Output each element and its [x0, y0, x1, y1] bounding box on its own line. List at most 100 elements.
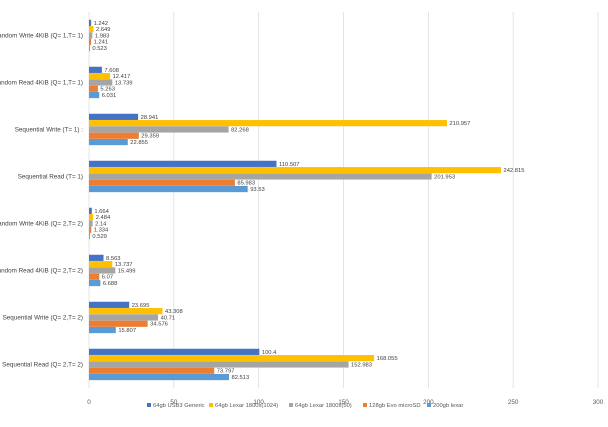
bar — [89, 308, 163, 315]
category-label: Sequential Read (Q= 2,T= 2) — [2, 362, 83, 369]
category-labels: Random Write 4KiB (Q= 1,T= 1) Random Read… — [0, 33, 83, 369]
x-axis-tick-labels: 0 50 100 150 200 250 300 — [87, 399, 604, 406]
data-label: 1.242 — [94, 21, 109, 27]
bar — [89, 367, 215, 374]
data-label: 13.739 — [115, 80, 133, 86]
bar — [89, 19, 92, 26]
data-label: 2.484 — [96, 215, 111, 221]
x-tick-label: 250 — [508, 399, 519, 406]
data-label: 0.529 — [92, 234, 107, 240]
legend-label: 128gb Evo microSD — [369, 403, 421, 409]
bar — [89, 261, 113, 268]
bar — [89, 267, 116, 274]
bar — [89, 373, 229, 381]
bar — [89, 326, 116, 334]
data-label: 82.268 — [231, 127, 249, 133]
x-tick-label: 150 — [338, 399, 349, 406]
data-label: 40.71 — [161, 315, 176, 321]
data-label: 15.807 — [118, 328, 136, 334]
bars: 1.2422.6491.9831.2410.5237.60812.41713.7… — [89, 19, 524, 381]
data-label: 1.241 — [94, 40, 109, 46]
bar — [89, 232, 90, 240]
data-label: 0.523 — [92, 46, 107, 52]
category-label: Random Write 4KiB (Q= 2,T= 2) — [0, 221, 83, 228]
bar — [89, 160, 277, 167]
legend-swatch — [427, 403, 431, 407]
bar — [89, 167, 501, 174]
legend-label: 64gb Lexar 1800x(50) — [295, 403, 352, 409]
data-label: 85.983 — [237, 181, 255, 187]
data-label: 73.797 — [217, 369, 235, 375]
data-label: 168.055 — [377, 356, 398, 362]
bar — [89, 38, 92, 45]
data-label: 110.507 — [279, 162, 300, 168]
bar — [89, 279, 101, 287]
bar — [89, 273, 100, 280]
data-label: 12.417 — [113, 74, 131, 80]
data-label: 1.664 — [94, 209, 109, 215]
category-label: Random Read 4KiB (Q= 2,T= 2) — [0, 268, 83, 275]
bar — [89, 26, 94, 33]
gridlines — [88, 12, 599, 388]
data-label: 29.359 — [141, 134, 159, 140]
category-label: Sequential Write (Q= 2,T= 2) — [3, 315, 83, 322]
category-label: Random Read 4KiB (Q= 1,T= 1) — [0, 80, 83, 87]
category-label: Sequential Read (T= 1) — [18, 174, 83, 181]
legend-swatch — [363, 403, 367, 407]
x-tick-label: 100 — [253, 399, 264, 406]
data-label: 43.308 — [165, 309, 183, 315]
bar — [89, 254, 104, 261]
legend-label: 64gb USB3 Generic — [153, 403, 205, 409]
data-label: 210.957 — [449, 121, 470, 127]
data-label: 22.855 — [130, 140, 148, 146]
data-label: 100.4 — [262, 350, 277, 356]
legend-swatch — [147, 403, 151, 407]
bar — [89, 348, 260, 355]
category-label: Random Write 4KiB (Q= 1,T= 1) — [0, 33, 83, 40]
data-label: 2.14 — [95, 221, 107, 227]
data-label: 13.737 — [115, 262, 133, 268]
legend-swatch — [209, 403, 213, 407]
bar — [89, 91, 100, 99]
bar — [89, 361, 349, 368]
data-label: 93.53 — [250, 187, 265, 193]
data-label: 82.513 — [231, 375, 249, 381]
bar — [89, 113, 139, 120]
bar — [89, 126, 229, 133]
bar — [89, 73, 111, 80]
bar — [89, 173, 432, 180]
bar — [89, 314, 159, 321]
bar — [89, 85, 98, 92]
data-label: 5.263 — [100, 87, 115, 93]
data-label: 6.688 — [103, 281, 118, 287]
data-label: 1.983 — [95, 33, 110, 39]
data-label: 6.031 — [102, 93, 117, 99]
data-label: 7.608 — [104, 68, 119, 74]
bar — [89, 138, 128, 146]
x-tick-label: 0 — [87, 399, 91, 406]
bar — [89, 207, 92, 214]
legend-swatch — [289, 403, 293, 407]
x-tick-label: 50 — [170, 399, 178, 406]
bar — [89, 214, 94, 221]
bar — [89, 132, 139, 139]
data-label: 15.499 — [118, 268, 136, 274]
data-label: 2.649 — [96, 27, 111, 33]
bar — [89, 79, 113, 86]
bar — [89, 32, 93, 39]
bar — [89, 301, 130, 308]
data-label: 23.695 — [132, 303, 150, 309]
bar — [89, 66, 102, 73]
legend: 64gb USB3 Generic 64gb Lexar 1800x(1024) 6… — [147, 403, 463, 409]
bar — [89, 220, 93, 227]
bar — [89, 44, 90, 52]
x-tick-label: 200 — [423, 399, 434, 406]
data-label: 34.576 — [150, 322, 168, 328]
x-tick-label: 300 — [593, 399, 604, 406]
bar — [89, 185, 248, 193]
data-label: 8.563 — [106, 256, 121, 262]
bar — [89, 179, 235, 186]
data-label: 201.953 — [434, 174, 455, 180]
